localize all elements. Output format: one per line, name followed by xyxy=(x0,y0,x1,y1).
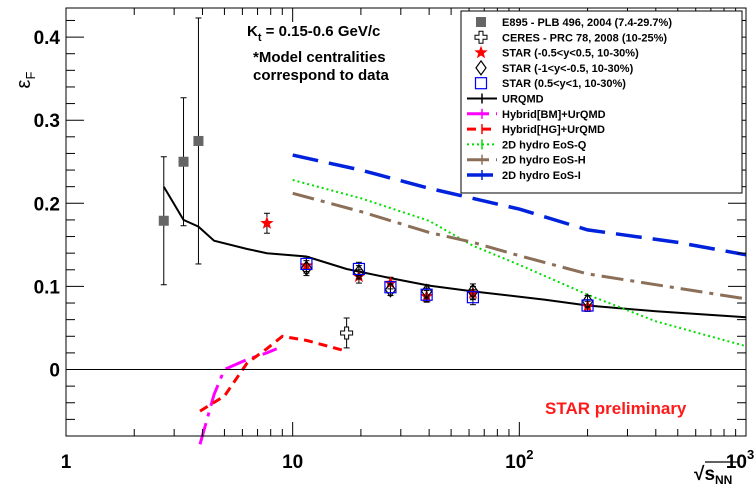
point-star-0-5-y-1-10-30 xyxy=(384,281,397,294)
legend-label: STAR (-1<y<-0.5, 10-30%) xyxy=(502,63,634,75)
legend-entry: Hybrid[BM]+UrQMD xyxy=(467,108,606,121)
legend-label: 2D hydro EoS-Q xyxy=(502,139,587,151)
legend-label: 2D hydro EoS-I xyxy=(502,170,581,182)
legend-label: Hybrid[HG]+UrQMD xyxy=(502,124,605,136)
legend-entry: Hybrid[HG]+UrQMD xyxy=(467,124,605,136)
x-tick-exponent: 2 xyxy=(526,447,533,462)
legend-entry: 2D hydro EoS-H xyxy=(467,154,586,167)
legend-label: CERES - PRC 78, 2008 (10-25%) xyxy=(502,32,667,44)
legend-marker xyxy=(474,45,488,59)
y-axis-label: εF xyxy=(13,72,38,89)
point-star-0-5-y-1-10-30 xyxy=(420,288,433,301)
curve-urqmd xyxy=(162,186,747,319)
legend-entry: STAR (-0.5<y<0.5, 10-30%) xyxy=(474,45,639,60)
legend-label: STAR (-0.5<y<0.5, 10-30%) xyxy=(502,48,639,60)
legend-entry: 2D hydro EoS-Q xyxy=(467,139,587,151)
point-star-0-5-y-1-10-30 xyxy=(300,257,313,271)
point-star-0-5-y-0-5-10-30 xyxy=(260,216,274,229)
model-curves xyxy=(162,153,747,445)
y-tick-label: 0.2 xyxy=(34,194,60,215)
x-tick-exponent: 3 xyxy=(747,447,754,462)
legend-entry: URQMD xyxy=(467,93,544,106)
legend-label: URQMD xyxy=(502,94,544,106)
point-e895-plb-496-2004-7-4-29-7 xyxy=(178,156,189,167)
legend-label: Hybrid[BM]+UrQMD xyxy=(502,109,606,121)
star-preliminary-label: STAR preliminary xyxy=(545,399,687,418)
centrality-note-line2: correspond to data xyxy=(253,67,390,84)
data-points xyxy=(158,17,595,349)
legend-entry: E895 - PLB 496, 2004 (7.4-29.7%) xyxy=(476,17,672,29)
x-axis-label: √sNN xyxy=(694,464,732,486)
point-star-0-5-y-1-10-30 xyxy=(466,291,480,304)
point-star-1-y-0-5-10-30 xyxy=(384,281,397,298)
legend-marker xyxy=(476,17,486,27)
legend-label: 2D hydro EoS-H xyxy=(502,155,586,167)
x-tick-label: 1 xyxy=(61,452,72,473)
curve-hybrid-bm-urqmd xyxy=(198,347,278,445)
legend: E895 - PLB 496, 2004 (7.4-29.7%) CERES - … xyxy=(460,10,743,194)
legend-entry: 2D hydro EoS-I xyxy=(467,170,581,182)
legend-marker xyxy=(475,59,487,76)
y-tick-label: 0.1 xyxy=(34,277,61,298)
legend-marker xyxy=(474,30,488,44)
legend-label: STAR (0.5<y<1, 10-30%) xyxy=(502,78,626,90)
legend-entry: STAR (-1<y<-0.5, 10-30%) xyxy=(475,59,634,76)
point-e895-plb-496-2004-7-4-29-7 xyxy=(193,135,204,146)
y-tick-label: 0.4 xyxy=(34,28,61,49)
legend-label: E895 - PLB 496, 2004 (7.4-29.7%) xyxy=(502,17,672,29)
point-star-1-y-0-5-10-30 xyxy=(353,264,365,281)
legend-marker xyxy=(474,77,488,90)
legend-entry: CERES - PRC 78, 2008 (10-25%) xyxy=(474,30,667,44)
curve-2d-hydro-eos-i xyxy=(292,153,747,257)
curve-2d-hydro-eos-h xyxy=(292,191,747,301)
x-tick-label: 10 xyxy=(282,452,303,473)
plot-frame xyxy=(65,7,747,437)
kt-annotation: Kt = 0.15-0.6 GeV/c xyxy=(247,23,380,44)
point-e895-plb-496-2004-7-4-29-7 xyxy=(158,215,169,226)
y-tick-label: 0.3 xyxy=(34,111,60,132)
curve-hybrid-hg-urqmd xyxy=(199,334,347,413)
point-ceres-prc-78-2008-10-25 xyxy=(340,326,354,340)
point-star-0-5-y-1-10-30 xyxy=(352,262,366,276)
legend-box xyxy=(460,10,743,194)
centrality-note-line1: *Model centralities xyxy=(253,49,386,66)
legend-entry: STAR (0.5<y<1, 10-30%) xyxy=(474,77,626,90)
y-tick-label: 0 xyxy=(49,361,60,382)
point-star-1-y-0-5-10-30 xyxy=(300,260,313,277)
point-star-0-5-y-1-10-30 xyxy=(581,299,594,312)
